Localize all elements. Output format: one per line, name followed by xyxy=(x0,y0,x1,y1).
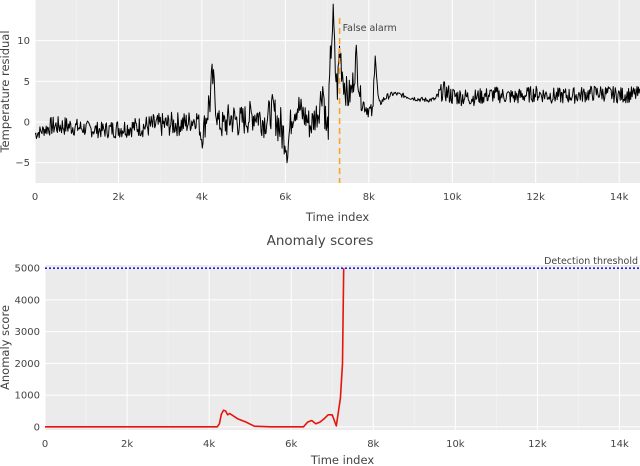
chart-title: Anomaly scores xyxy=(267,233,374,249)
false-alarm-label: False alarm xyxy=(343,23,397,34)
x-tick-label: 14k xyxy=(610,192,629,203)
x-tick-label: 12k xyxy=(528,439,547,450)
x-tick-label: 8k xyxy=(367,439,379,450)
x-axis-label: Time index xyxy=(310,453,374,466)
x-tick-label: 10k xyxy=(443,192,462,203)
y-tick-label: 4000 xyxy=(15,295,40,306)
y-tick-label: 0 xyxy=(34,422,40,433)
y-tick-label: 2000 xyxy=(15,359,40,370)
x-tick-label: 6k xyxy=(279,192,291,203)
x-tick-label: 6k xyxy=(285,439,297,450)
x-axis-label: Time index xyxy=(305,210,369,224)
detection-threshold-label: Detection threshold xyxy=(544,256,638,267)
y-tick-label: 5000 xyxy=(15,264,40,275)
x-tick-label: 12k xyxy=(526,192,545,203)
x-tick-label: 10k xyxy=(446,439,465,450)
x-tick-label: 0 xyxy=(32,192,38,203)
y-tick-label: −5 xyxy=(15,158,30,169)
chart-temperature-residual: 0 2k 4k 6k 8k 10k 12k 14k −5 0 5 10 Time index Temper… xyxy=(0,0,640,224)
y-tick-label: 5 xyxy=(24,77,30,88)
x-tick-label: 8k xyxy=(363,192,375,203)
y-axis-label: Anomaly score xyxy=(0,305,12,390)
x-tick-label: 0 xyxy=(42,439,48,450)
x-tick-label: 2k xyxy=(121,439,133,450)
y-tick-label: 1000 xyxy=(15,391,40,402)
x-tick-label: 14k xyxy=(610,439,629,450)
y-axis-label: Temperature residual xyxy=(0,30,12,153)
x-tick-label: 2k xyxy=(112,192,124,203)
series-line xyxy=(35,3,640,164)
y-tick-label: 3000 xyxy=(15,327,40,338)
y-tick-label: 0 xyxy=(24,118,30,129)
x-tick-label: 4k xyxy=(196,192,208,203)
chart-anomaly-scores: 0 2k 4k 6k 8k 10k 12k 14k 0 1000 2000 3000 4000 5000 T… xyxy=(0,233,640,466)
x-tick-label: 4k xyxy=(203,439,215,450)
y-tick-label: 10 xyxy=(17,36,30,47)
series-line xyxy=(45,268,345,428)
